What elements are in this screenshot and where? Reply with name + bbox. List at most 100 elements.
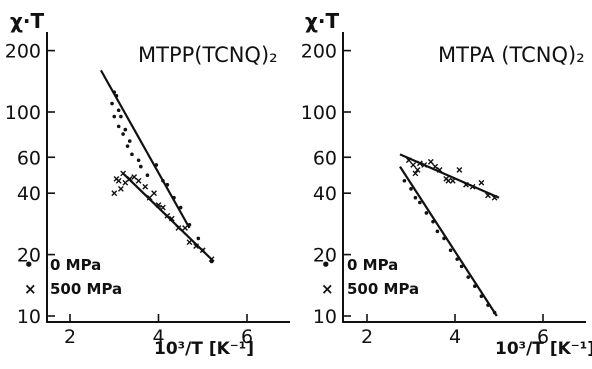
x-tick-label: 4	[152, 326, 164, 348]
data-point-dot	[116, 124, 121, 129]
data-point-cross	[414, 167, 421, 173]
x-tick-label: 2	[361, 326, 373, 348]
x-tick-label: 6	[537, 326, 549, 348]
y-tick-label: 60	[17, 147, 41, 169]
data-point-dot	[442, 236, 446, 241]
legend-marker: •	[321, 256, 331, 274]
data-point-cross	[485, 192, 491, 199]
data-point-dot	[112, 114, 117, 119]
data-point-cross	[405, 157, 412, 164]
data-point-cross	[126, 175, 133, 182]
legend-label: 0 MPa	[347, 256, 398, 274]
data-point-dot	[424, 211, 429, 215]
data-point-cross	[120, 170, 126, 177]
data-point-dot	[435, 229, 440, 234]
y-axis-label: χ·T	[10, 9, 44, 33]
data-point-dot	[196, 236, 201, 241]
y-tick-label: 40	[313, 183, 337, 205]
data-point-cross	[199, 247, 206, 254]
data-point-dot	[136, 158, 141, 163]
y-tick-label: 200	[5, 41, 41, 63]
data-point-cross	[168, 215, 175, 222]
data-point-cross	[463, 181, 469, 188]
x-axis-label: 10³/T [K⁻¹]	[495, 339, 592, 359]
data-point-dot	[455, 257, 460, 261]
y-tick-label: 10	[313, 306, 337, 328]
data-point-dot	[486, 303, 490, 307]
y-tick-label: 10	[17, 306, 41, 328]
data-point-dot	[473, 284, 477, 288]
data-point-dot	[187, 222, 192, 227]
data-point-cross	[182, 225, 188, 231]
data-point-dot	[154, 163, 159, 167]
data-point-dot	[466, 275, 471, 279]
data-point-cross	[421, 162, 428, 168]
data-point-dot	[492, 310, 497, 315]
data-point-dot	[112, 90, 117, 95]
data-point-cross	[456, 167, 463, 173]
data-point-dot	[110, 101, 114, 106]
fit-line	[399, 153, 500, 199]
right-chart-panel: 10 20 40 60 100 200 2 4 6 χ·T 10³/T [K⁻¹] MTPA (TCN…	[301, 9, 592, 359]
chart-title: MTPP(TCNQ)₂	[138, 43, 278, 67]
y-tick-label: 200	[301, 41, 337, 63]
data-point-dot	[123, 127, 128, 132]
data-point-cross	[164, 212, 171, 219]
legend-marker: ×	[321, 280, 334, 298]
data-point-cross	[412, 170, 419, 177]
data-point-dot	[161, 178, 165, 183]
left-chart-panel: 10 20 40 60 100 200 2 4 6 χ·T 10³/T [K⁻¹] MTPP(TCNQ…	[5, 9, 290, 359]
data-point-dot	[448, 248, 453, 253]
data-point-cross	[186, 239, 193, 246]
data-point-dot	[418, 200, 422, 205]
data-point-dot	[479, 294, 484, 299]
data-point-cross	[135, 177, 142, 184]
legend-marker: •	[24, 256, 34, 274]
y-tick-label: 100	[5, 102, 41, 124]
data-point-dot	[402, 178, 407, 183]
data-point-cross	[469, 183, 476, 190]
data-point-dot	[409, 187, 413, 191]
data-point-dot	[125, 144, 130, 148]
y-tick-label: 40	[17, 183, 41, 205]
data-point-cross	[445, 177, 452, 184]
data-point-cross	[432, 163, 439, 170]
data-point-cross	[193, 243, 200, 250]
data-point-dot	[119, 114, 123, 119]
data-point-cross	[208, 256, 215, 263]
data-point-cross	[160, 204, 166, 211]
data-point-cross	[427, 158, 434, 165]
axes-frame	[46, 32, 290, 323]
data-point-cross	[491, 194, 498, 201]
data-point-dot	[172, 195, 176, 200]
legend-label: 0 MPa	[50, 256, 101, 274]
data-point-dot	[413, 195, 418, 200]
legend-label: 500 MPa	[50, 280, 122, 298]
axes-frame	[342, 32, 586, 323]
y-tick-label: 20	[313, 245, 337, 267]
x-axis-label: 10³/T [K⁻¹]	[154, 339, 254, 359]
data-point-dot	[139, 164, 143, 169]
fit-line	[399, 165, 498, 317]
y-tick-label: 20	[17, 245, 41, 267]
data-point-dot	[145, 173, 150, 177]
data-point-dot	[459, 264, 464, 269]
data-point-dot	[114, 94, 119, 98]
data-point-cross	[131, 174, 138, 180]
x-tick-label: 6	[241, 326, 253, 348]
data-point-cross	[478, 179, 485, 186]
y-tick-label: 60	[313, 147, 337, 169]
data-point-cross	[117, 185, 124, 192]
data-point-cross	[175, 225, 182, 231]
data-point-dot	[178, 205, 183, 210]
data-point-cross	[410, 162, 417, 168]
data-point-dot	[130, 152, 134, 157]
data-point-cross	[115, 177, 122, 184]
data-point-dot	[127, 139, 132, 143]
data-point-cross	[142, 183, 149, 190]
data-point-cross	[146, 194, 153, 201]
data-point-cross	[416, 160, 423, 167]
data-point-cross	[436, 167, 443, 173]
data-point-cross	[449, 177, 456, 184]
